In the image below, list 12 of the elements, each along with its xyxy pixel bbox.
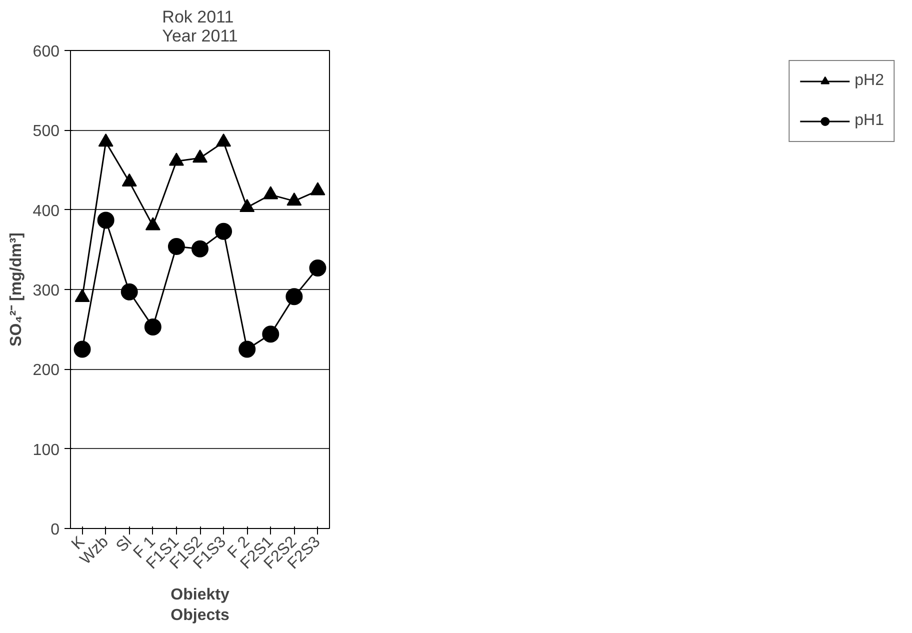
y-tick-label: 100	[32, 442, 60, 459]
x-axis-title: Obiekty Objects	[170, 586, 230, 624]
y-tick-label: 500	[32, 123, 60, 140]
y-tick-label: 200	[32, 362, 60, 380]
y-tick-label: 400	[32, 202, 60, 220]
y-tick-label: 600	[32, 44, 60, 60]
legend-label: pH1	[854, 112, 884, 130]
chart-title: Rok 2011 Year 2011	[162, 8, 238, 46]
y-axis-title: SO₄²⁻ [mg/dm³]	[8, 232, 25, 346]
legend-label: pH2	[854, 72, 884, 90]
y-tick-label: 0	[50, 522, 60, 538]
y-tick-label: 300	[32, 282, 60, 300]
